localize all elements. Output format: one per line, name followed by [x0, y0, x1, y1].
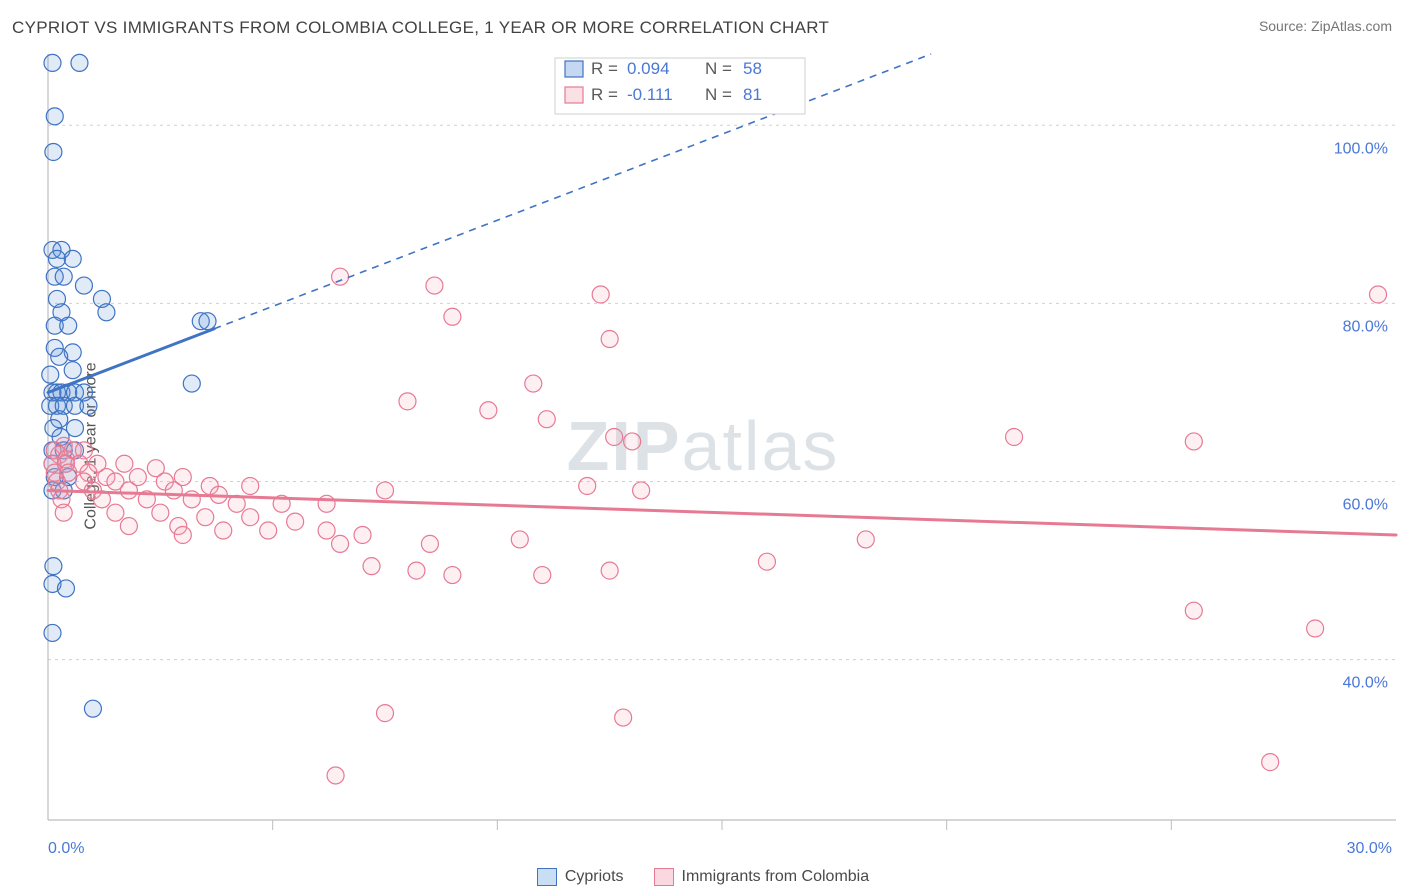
legend-item-cypriots: Cypriots: [537, 868, 624, 886]
legend-swatch-cypriots: [537, 868, 557, 886]
svg-text:40.0%: 40.0%: [1343, 675, 1388, 692]
svg-text:N =: N =: [705, 85, 732, 104]
x-axis-min-label: 0.0%: [48, 840, 84, 858]
legend-label-colombia: Immigrants from Colombia: [682, 868, 870, 885]
svg-text:0.094: 0.094: [627, 59, 670, 78]
svg-text:R =: R =: [591, 59, 618, 78]
scatter-chart: 40.0% 60.0% 80.0% 100.0% R = 0.094 N = 58 R = -0.…: [0, 0, 1406, 892]
legend-swatch-colombia: [654, 868, 674, 886]
svg-text:100.0%: 100.0%: [1334, 140, 1388, 157]
svg-text:R =: R =: [591, 85, 618, 104]
svg-text:80.0%: 80.0%: [1343, 318, 1388, 335]
svg-text:-0.111: -0.111: [627, 85, 673, 104]
svg-text:60.0%: 60.0%: [1343, 497, 1388, 514]
x-axis-max-label: 30.0%: [1347, 840, 1392, 858]
legend-label-cypriots: Cypriots: [565, 868, 624, 885]
svg-text:N =: N =: [705, 59, 732, 78]
legend-item-colombia: Immigrants from Colombia: [654, 868, 870, 886]
legend-bottom: Cypriots Immigrants from Colombia: [0, 868, 1406, 886]
svg-text:81: 81: [743, 85, 762, 104]
svg-text:58: 58: [743, 59, 762, 78]
